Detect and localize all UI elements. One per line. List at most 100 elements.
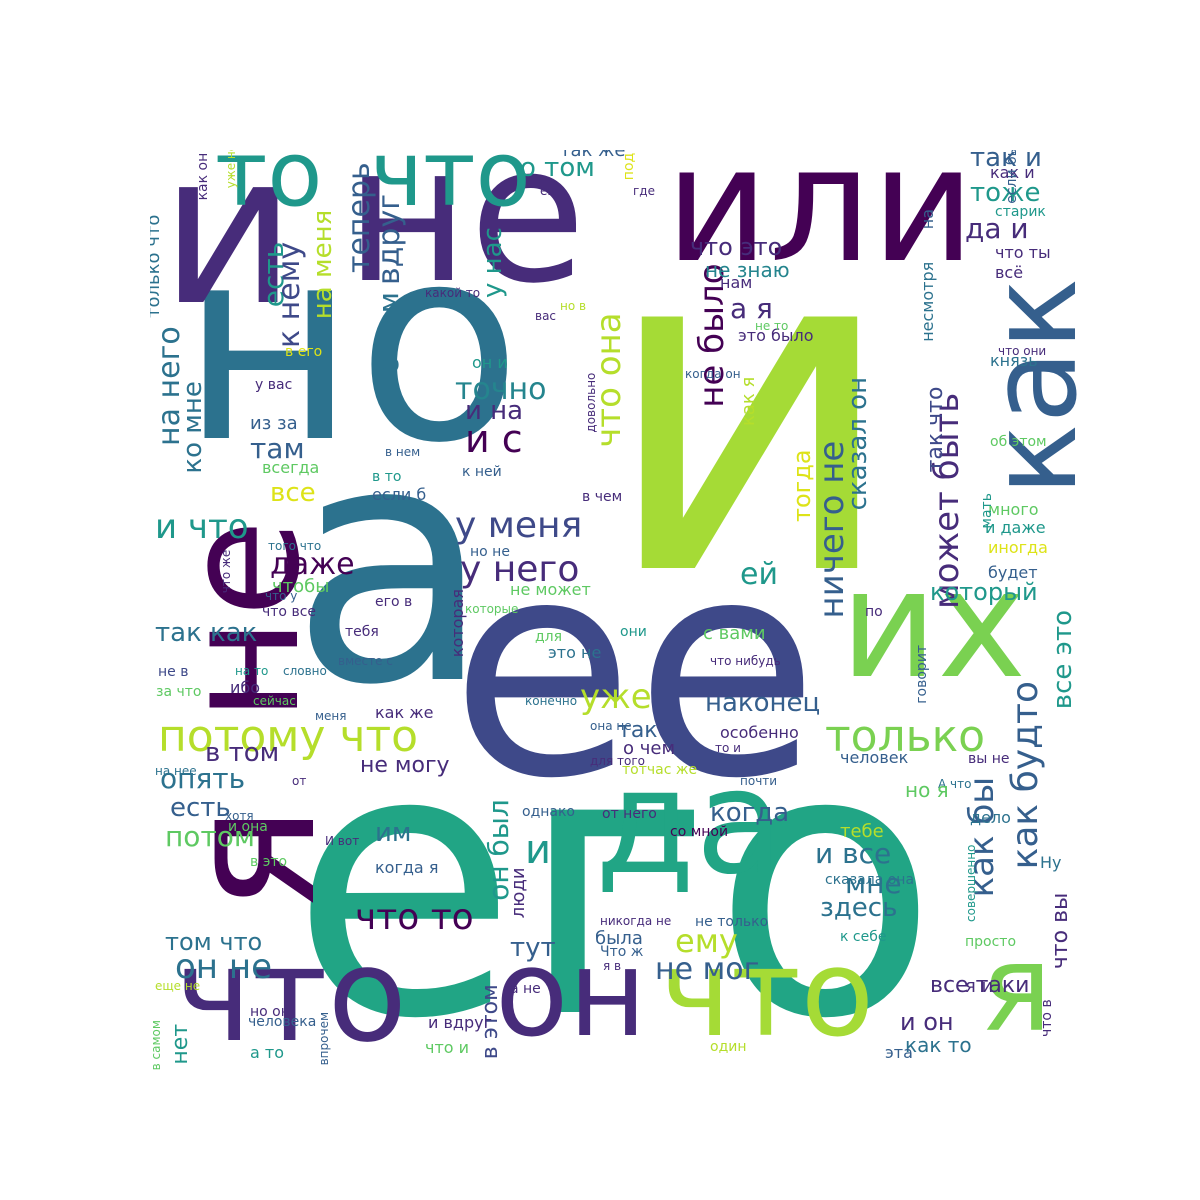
cloud-word: там <box>250 432 305 465</box>
cloud-word: что все <box>262 604 317 620</box>
cloud-word: сказала она <box>825 872 915 888</box>
cloud-word: со мной <box>670 824 729 840</box>
cloud-word: всё <box>995 263 1024 282</box>
cloud-word: как и <box>990 163 1035 182</box>
cloud-word: тогда <box>788 449 816 522</box>
cloud-word: ему <box>675 922 738 960</box>
cloud-word: все <box>270 478 316 508</box>
cloud-word: только <box>825 711 986 762</box>
cloud-word: конечно <box>525 694 578 708</box>
cloud-word: которые <box>465 602 519 616</box>
cloud-word: что они <box>998 344 1047 358</box>
cloud-word: когда <box>710 798 790 828</box>
cloud-word: много <box>988 500 1039 519</box>
cloud-word: тоже <box>970 178 1041 208</box>
cloud-word: иногда <box>988 538 1048 557</box>
cloud-word: в самом <box>150 1020 163 1070</box>
cloud-word: который <box>930 578 1038 606</box>
cloud-word: то <box>215 150 323 227</box>
cloud-word: однако <box>522 804 575 820</box>
cloud-word: старик <box>995 204 1046 220</box>
cloud-word: не может <box>510 580 591 599</box>
cloud-word: меня <box>315 709 347 723</box>
cloud-word: и он <box>900 1008 954 1036</box>
cloud-word: а я <box>730 292 773 325</box>
cloud-word: он <box>495 925 647 1064</box>
cloud-word: что и <box>425 1038 470 1057</box>
cloud-word: что <box>370 150 531 227</box>
cloud-word: и на <box>465 396 524 426</box>
cloud-word: они <box>620 624 647 640</box>
cloud-word: никогда не <box>600 914 672 928</box>
cloud-word: на меня <box>308 209 338 320</box>
cloud-word: один <box>710 1039 747 1055</box>
cloud-word: или <box>665 150 976 298</box>
cloud-word: у него <box>460 549 580 590</box>
cloud-word: ибо <box>230 678 261 697</box>
cloud-word: И вот <box>325 834 360 848</box>
cloud-word: еще <box>540 184 567 198</box>
cloud-word: все это <box>1048 609 1078 710</box>
cloud-word: будет <box>988 563 1038 582</box>
cloud-word: есть <box>170 793 231 823</box>
cloud-word: и она <box>228 819 268 835</box>
cloud-word: в нем <box>385 445 421 459</box>
cloud-word: мать <box>979 493 995 529</box>
cloud-word: словно <box>283 664 327 678</box>
cloud-word: Ну <box>1040 853 1062 872</box>
cloud-word: сейчас <box>253 694 296 708</box>
cloud-word: уже <box>580 677 652 717</box>
cloud-word: его в <box>375 594 413 610</box>
cloud-word: люди <box>508 867 529 919</box>
cloud-word: он и <box>472 353 508 372</box>
word-cloud: и его а ее но не и или я не как их да что он что я то что п… <box>150 150 1080 1070</box>
cloud-word: но я <box>905 778 949 802</box>
cloud-word: о том <box>520 153 595 183</box>
cloud-word: так <box>618 718 658 743</box>
cloud-word: что вы <box>1048 892 1073 970</box>
cloud-word: к себе <box>840 929 887 945</box>
cloud-word: так же <box>560 150 626 161</box>
cloud-word: просто <box>965 934 1017 950</box>
cloud-word: для того <box>590 754 645 768</box>
cloud-word: как то <box>905 1033 972 1057</box>
cloud-word: тут <box>510 933 556 963</box>
cloud-word: но в <box>560 299 587 313</box>
cloud-word: и с <box>465 417 523 461</box>
cloud-word: если бы <box>1004 150 1020 204</box>
cloud-word: ко мне <box>178 381 208 474</box>
cloud-word: дело <box>970 808 1011 827</box>
cloud-word: для <box>535 629 563 645</box>
cloud-word: потому что <box>158 711 419 762</box>
cloud-word: вы не <box>968 751 1010 767</box>
cloud-word: под <box>621 152 637 181</box>
cloud-word: что <box>660 925 875 1064</box>
cloud-word: им <box>375 818 412 848</box>
cloud-word: впрочем <box>317 1011 331 1066</box>
cloud-word: из за <box>250 413 298 434</box>
cloud-word: то и <box>715 741 741 755</box>
cloud-word: к ней <box>462 464 502 480</box>
cloud-word: тотчас же <box>622 762 698 778</box>
cloud-word: она не <box>590 719 632 733</box>
cloud-word: с ним <box>372 292 405 374</box>
cloud-word: это было <box>738 326 814 345</box>
cloud-word: я в <box>603 959 622 973</box>
cloud-word: А что <box>938 777 972 791</box>
cloud-word: ей <box>740 557 778 592</box>
cloud-word: когда он <box>685 367 741 381</box>
cloud-word: если б <box>372 485 427 504</box>
cloud-word: на то <box>235 664 269 678</box>
cloud-word: князь <box>990 351 1038 370</box>
cloud-word: не мог <box>655 952 760 987</box>
cloud-word: что <box>175 919 408 1070</box>
cloud-word: особенно <box>720 723 799 742</box>
cloud-word: а не <box>510 981 541 997</box>
cloud-word: мне <box>845 867 902 900</box>
cloud-word: так как <box>155 618 258 648</box>
cloud-word: опять <box>160 762 246 795</box>
cloud-word: у вас <box>255 377 293 393</box>
cloud-word: не то <box>755 319 789 333</box>
cloud-word: по <box>865 604 883 620</box>
cloud-word: а <box>290 373 493 757</box>
